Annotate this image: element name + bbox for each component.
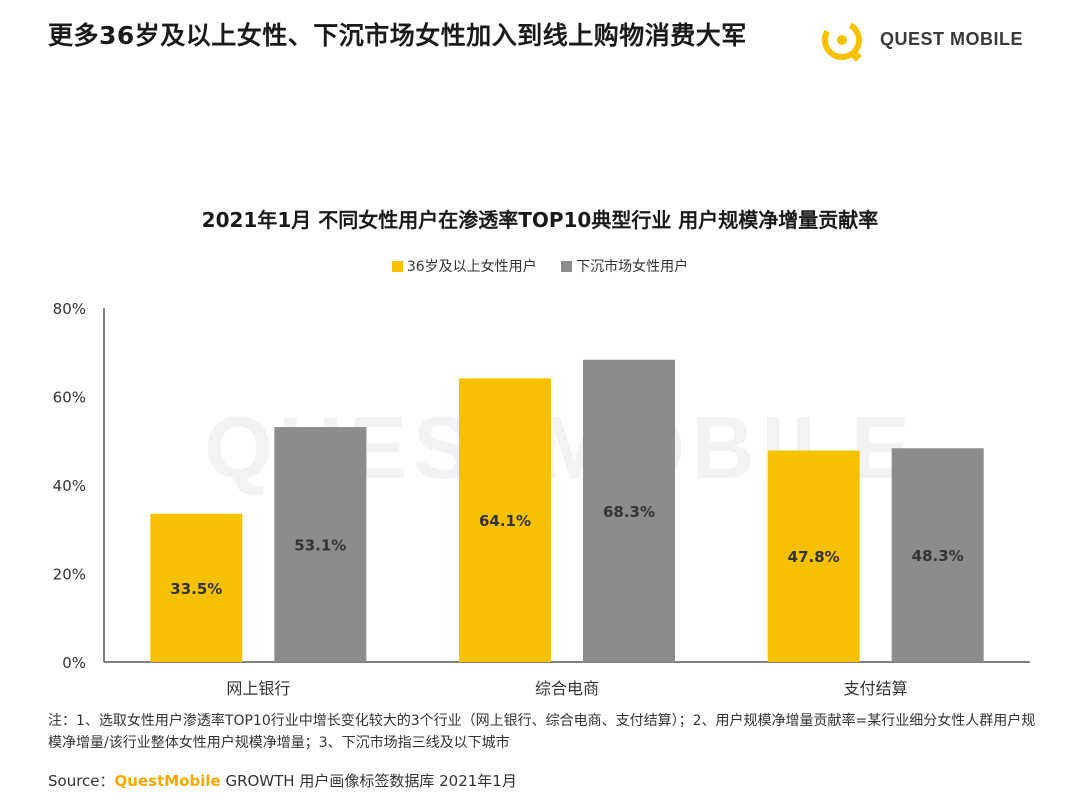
bar	[459, 378, 551, 662]
chart-notes: 注：1、选取女性用户渗透率TOP10行业中增长变化较大的3个行业（网上银行、综合…	[48, 713, 1036, 751]
bar-value-label: 68.3%	[603, 503, 655, 521]
source-label: Source：	[48, 772, 115, 790]
x-tick-label: 网上银行	[226, 679, 290, 698]
y-tick-label: 20%	[53, 566, 86, 584]
bar-value-label: 47.8%	[788, 548, 840, 566]
questmobile-logo: QUEST MOBILE	[818, 14, 1038, 66]
y-tick-label: 0%	[62, 654, 86, 672]
y-tick-label: 40%	[53, 477, 86, 495]
chart-legend: 36岁及以上女性用户 下沉市场女性用户	[0, 256, 1080, 276]
y-tick-label: 80%	[53, 300, 86, 318]
bar	[274, 427, 367, 662]
bar-chart: QUESTMOBILE 0%20%40%60%80%33.5%53.1%网上银行…	[53, 300, 1030, 698]
plot-area: 0% 20% 40% 60% 80% 33.5% 53.1% 网上银行 64.1% 68.3% 综合…	[53, 300, 1030, 698]
legend-label-series1: 36岁及以上女性用户	[406, 259, 537, 275]
bar	[583, 359, 675, 662]
y-tick-label: 60%	[53, 389, 86, 407]
source-rest: GROWTH 用户画像标签数据库 2021年1月	[220, 772, 517, 790]
bar-value-label: 64.1%	[479, 512, 531, 530]
bar	[767, 450, 860, 662]
legend-label-series2: 下沉市场女性用户	[576, 259, 689, 275]
bar	[150, 513, 243, 662]
legend-swatch-series1	[391, 260, 403, 272]
source-line: Source：QuestMobile GROWTH 用户画像标签数据库 2021…	[48, 770, 517, 791]
bar-value-label: 53.1%	[294, 537, 346, 555]
chart-title: 2021年1月 不同女性用户在渗透率TOP10典型行业 用户规模净增量贡献率	[201, 208, 879, 232]
legend-swatch-series2	[561, 260, 573, 272]
bar-value-label: 48.3%	[912, 547, 964, 565]
legend-item-series2: 下沉市场女性用户	[561, 256, 688, 276]
bar-value-label: 33.5%	[170, 580, 222, 598]
page-headline: 更多36岁及以上女性、下沉市场女性加入到线上购物消费大军	[48, 21, 747, 50]
questmobile-logo-icon	[822, 20, 862, 62]
source-brand: QuestMobile	[114, 772, 221, 790]
logo-text: QUEST MOBILE	[880, 29, 1024, 49]
legend-item-series1: 36岁及以上女性用户	[391, 256, 537, 276]
x-tick-label: 支付结算	[844, 679, 908, 698]
x-tick-label: 综合电商	[535, 679, 599, 698]
bar	[891, 448, 984, 662]
